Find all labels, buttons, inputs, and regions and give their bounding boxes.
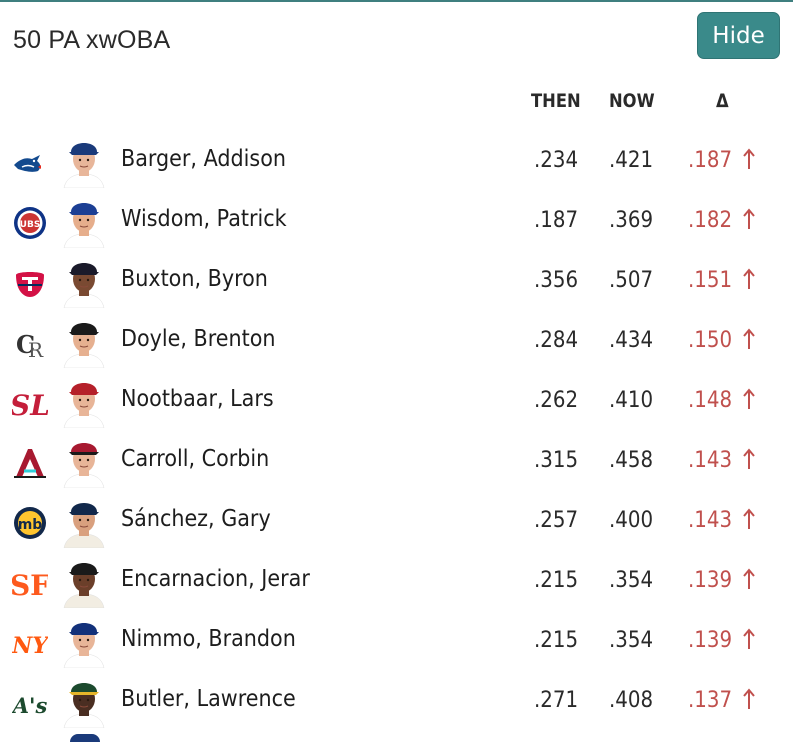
now-value: .408 xyxy=(609,688,654,713)
player-name[interactable]: Sánchez, Gary xyxy=(121,506,271,532)
table-row[interactable]: SL Nootbaar, Lars .262 .410 .148 xyxy=(0,371,793,431)
now-value: .354 xyxy=(609,628,654,653)
now-value: .400 xyxy=(609,508,654,533)
svg-text:mb: mb xyxy=(18,517,43,533)
avatar xyxy=(60,494,108,548)
table-row[interactable]: mb Sánchez, Gary .257 .400 .143 xyxy=(0,491,793,551)
avatar xyxy=(60,614,108,668)
delta-value: .182 xyxy=(688,208,733,233)
delta-value: .151 xyxy=(688,268,733,293)
then-value: .262 xyxy=(534,388,579,413)
table-row[interactable]: Carroll, Corbin .315 .458 .143 xyxy=(0,431,793,491)
athletics-logo-icon: A's xyxy=(11,685,48,721)
player-name[interactable]: Nootbaar, Lars xyxy=(121,386,274,412)
table-row[interactable]: A's Butler, Lawrence .271 .408 .137 xyxy=(0,671,793,731)
twins-logo-icon xyxy=(12,265,48,301)
column-header-now: NOW xyxy=(609,90,655,112)
svg-text:SL: SL xyxy=(12,389,48,421)
then-value: .215 xyxy=(534,568,579,593)
svg-text:NY: NY xyxy=(12,633,48,659)
table-row[interactable]: SF Encarnacion, Jerar .215 .354 .139 xyxy=(0,551,793,611)
avatar xyxy=(60,674,108,728)
delta-value: .148 xyxy=(688,388,733,413)
arrow-up-icon xyxy=(742,147,756,171)
then-value: .257 xyxy=(534,508,579,533)
then-value: .234 xyxy=(534,148,579,173)
player-name[interactable]: Encarnacion, Jerar xyxy=(121,566,310,592)
player-name[interactable]: Buxton, Byron xyxy=(121,266,268,292)
delta-value: .139 xyxy=(688,568,733,593)
avatar xyxy=(60,434,108,488)
delta-value: .139 xyxy=(688,628,733,653)
hide-button[interactable]: Hide xyxy=(697,12,780,59)
arrow-up-icon xyxy=(742,687,756,711)
giants-logo-icon: SF xyxy=(10,565,50,602)
then-value: .356 xyxy=(534,268,579,293)
column-header-delta: Δ xyxy=(716,90,729,112)
avatar xyxy=(60,254,108,308)
page-title: 50 PA xwOBA xyxy=(13,26,171,54)
table-row[interactable]: UBS Wisdom, Patrick .187 .369 .182 xyxy=(0,191,793,251)
mets-logo-icon: NY xyxy=(11,625,50,661)
brewers-logo-icon: mb xyxy=(12,505,48,541)
cubs-logo-icon: UBS xyxy=(12,205,48,241)
now-value: .354 xyxy=(609,568,654,593)
arrow-up-icon xyxy=(742,567,756,591)
then-value: .284 xyxy=(534,328,579,353)
arrow-up-icon xyxy=(742,267,756,291)
table-row[interactable]: NY Nimmo, Brandon .215 .354 .139 xyxy=(0,611,793,671)
blue-jays-logo-icon xyxy=(12,145,48,181)
avatar xyxy=(60,374,108,428)
svg-text:R: R xyxy=(28,338,44,361)
diamondbacks-logo-icon xyxy=(12,445,48,481)
then-value: .187 xyxy=(534,208,579,233)
avatar xyxy=(60,314,108,368)
table-row[interactable]: C R Doyle, Brenton .284 .434 .150 xyxy=(0,311,793,371)
delta-value: .143 xyxy=(688,448,733,473)
delta-value: .143 xyxy=(688,508,733,533)
svg-text:UBS: UBS xyxy=(20,220,41,230)
delta-value: .150 xyxy=(688,328,733,353)
then-value: .271 xyxy=(534,688,579,713)
now-value: .434 xyxy=(609,328,654,353)
table-row[interactable]: Buxton, Byron .356 .507 .151 xyxy=(0,251,793,311)
player-name[interactable]: Carroll, Corbin xyxy=(121,446,270,472)
avatar xyxy=(60,554,108,608)
player-name[interactable]: Doyle, Brenton xyxy=(121,326,276,352)
then-value: .315 xyxy=(534,448,579,473)
avatar xyxy=(70,734,100,742)
svg-text:C: C xyxy=(16,330,35,359)
now-value: .410 xyxy=(609,388,654,413)
now-value: .507 xyxy=(609,268,654,293)
svg-text:SF: SF xyxy=(12,569,48,601)
player-name[interactable]: Butler, Lawrence xyxy=(121,686,296,712)
arrow-up-icon xyxy=(742,447,756,471)
cardinals-logo-icon: SL xyxy=(10,385,50,422)
arrow-up-icon xyxy=(742,327,756,351)
player-name[interactable]: Wisdom, Patrick xyxy=(121,206,287,232)
now-value: .458 xyxy=(609,448,654,473)
svg-text:A's: A's xyxy=(12,693,47,718)
arrow-up-icon xyxy=(742,207,756,231)
table-row[interactable]: Barger, Addison .234 .421 .187 xyxy=(0,131,793,191)
player-name[interactable]: Nimmo, Brandon xyxy=(121,626,296,652)
arrow-up-icon xyxy=(742,627,756,651)
delta-value: .187 xyxy=(688,148,733,173)
then-value: .215 xyxy=(534,628,579,653)
avatar xyxy=(60,194,108,248)
player-name[interactable]: Barger, Addison xyxy=(121,146,286,172)
now-value: .421 xyxy=(609,148,654,173)
delta-value: .137 xyxy=(688,688,733,713)
column-header-then: THEN xyxy=(531,90,581,112)
top-border xyxy=(0,0,793,2)
arrow-up-icon xyxy=(742,387,756,411)
now-value: .369 xyxy=(609,208,654,233)
arrow-up-icon xyxy=(742,507,756,531)
avatar xyxy=(60,134,108,188)
